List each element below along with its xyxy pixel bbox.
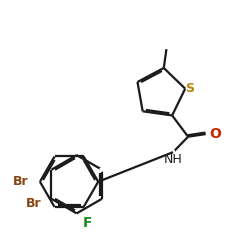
Text: Br: Br (26, 197, 42, 210)
Text: O: O (209, 127, 221, 141)
Polygon shape (52, 155, 102, 213)
Text: F: F (83, 216, 92, 230)
Text: Br: Br (13, 175, 28, 188)
Text: S: S (185, 82, 194, 95)
Text: NH: NH (164, 153, 183, 166)
